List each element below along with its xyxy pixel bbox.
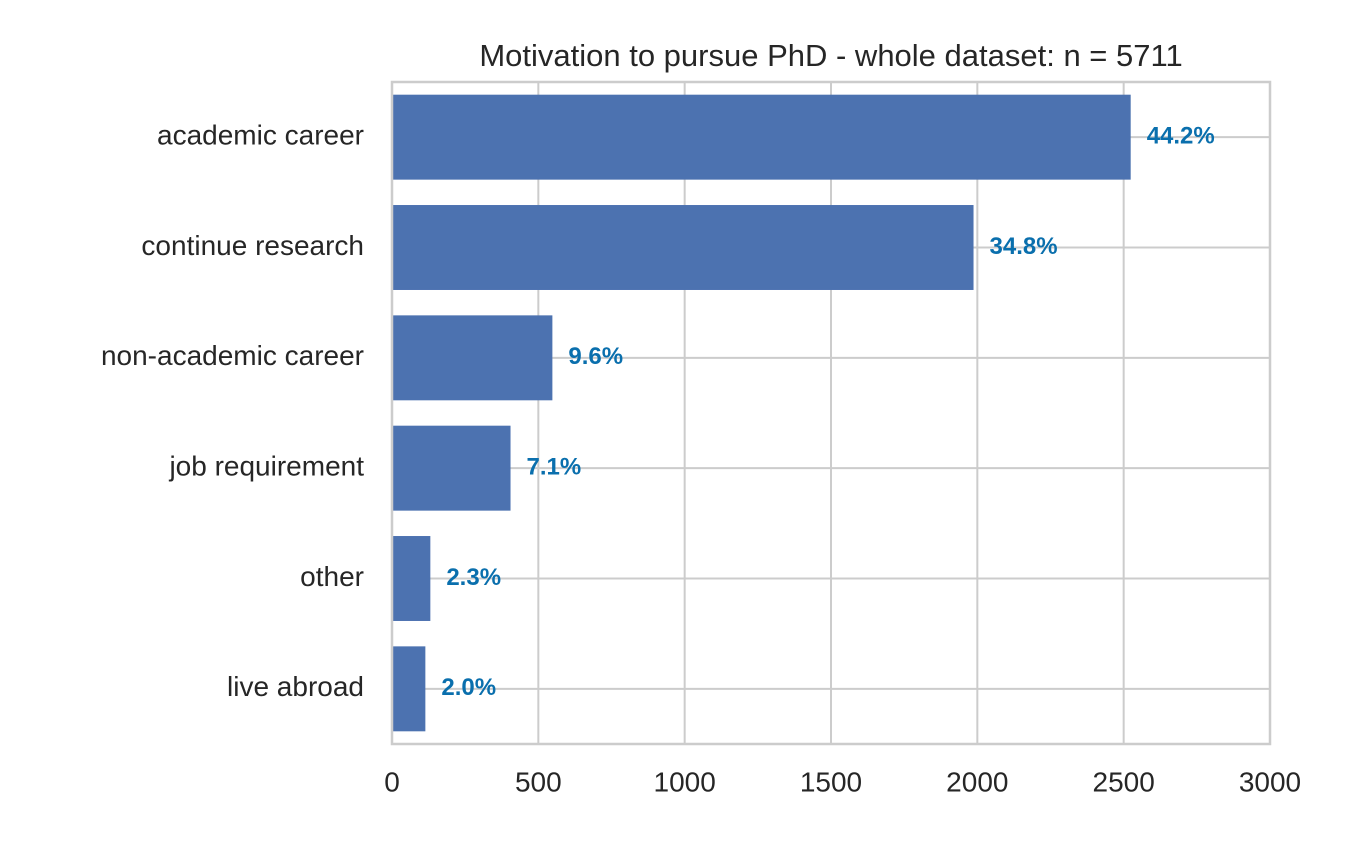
y-tick-label: continue research xyxy=(141,230,364,261)
chart-title: Motivation to pursue PhD - whole dataset… xyxy=(479,38,1182,73)
value-label: 2.3% xyxy=(446,564,501,591)
bar xyxy=(392,94,1131,180)
value-label: 7.1% xyxy=(527,454,582,481)
plot-frame xyxy=(390,80,1272,746)
y-tick-label: non-academic career xyxy=(101,340,364,371)
value-label: 34.8% xyxy=(990,233,1058,260)
bar xyxy=(392,646,426,732)
x-tick-label: 3000 xyxy=(1239,766,1301,797)
x-tick-label: 0 xyxy=(384,766,400,797)
value-label: 44.2% xyxy=(1147,123,1215,150)
x-tick-label: 500 xyxy=(515,766,562,797)
y-tick-label: academic career xyxy=(157,120,364,151)
y-tick-label: other xyxy=(300,561,364,592)
bar xyxy=(392,425,511,511)
x-tick-label: 2000 xyxy=(946,766,1008,797)
bar xyxy=(392,536,431,621)
x-tick-label: 1000 xyxy=(654,766,716,797)
bar xyxy=(392,205,974,290)
y-tick-label: job requirement xyxy=(168,451,364,482)
value-label: 9.6% xyxy=(568,343,623,370)
y-tick-label: live abroad xyxy=(227,671,364,702)
x-tick-label: 2500 xyxy=(1093,766,1155,797)
value-label: 2.0% xyxy=(441,674,496,701)
x-tick-label: 1500 xyxy=(800,766,862,797)
bar xyxy=(392,315,553,401)
